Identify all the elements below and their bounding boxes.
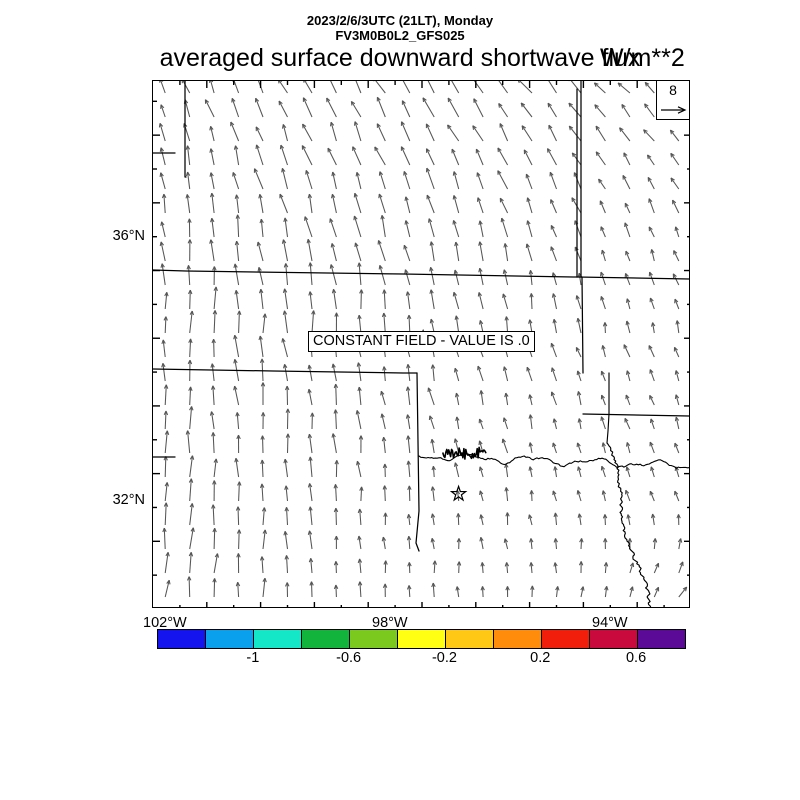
vector-key-value: 8	[669, 82, 677, 98]
colorbar-swatch	[158, 630, 206, 648]
colorbar-swatch	[398, 630, 446, 648]
page-title: averaged surface downward shortwave flux	[159, 44, 641, 72]
colorbar-swatch	[638, 630, 685, 648]
colorbar-swatch	[446, 630, 494, 648]
colorbar-tick-label: -0.6	[336, 650, 362, 666]
colorbar-tick-label: -1	[246, 650, 260, 666]
map-plot-area[interactable]: CONSTANT FIELD - VALUE IS .0	[152, 80, 690, 608]
title-model-name: FV3M0B0L2_GFS025	[335, 28, 465, 43]
colorbar-swatch	[590, 630, 638, 648]
lat-label-32n: 32°N	[112, 492, 145, 508]
red-river-boundary	[418, 446, 689, 469]
title-units-label: W/m**2	[600, 44, 685, 72]
lon-label-102w: 102°W	[143, 615, 187, 631]
state-boundaries	[153, 81, 689, 552]
colorbar-tick-labels: -1 -0.6 -0.2 0.2 0.6	[157, 650, 684, 670]
lon-label-98w: 98°W	[372, 615, 408, 631]
colorbar-tick-label: 0.2	[530, 650, 551, 666]
texas-east-boundary	[606, 372, 652, 607]
colorbar-swatch	[206, 630, 254, 648]
title-timestamp: 2023/2/6/3UTC (21LT), Monday	[306, 13, 494, 28]
colorbar[interactable]	[157, 629, 686, 649]
constant-field-banner: CONSTANT FIELD - VALUE IS .0	[308, 331, 535, 352]
colorbar-tick-label: 0.6	[625, 650, 647, 666]
colorbar-swatch	[542, 630, 590, 648]
lat-label-36n: 36°N	[112, 228, 145, 244]
lon-label-94w: 94°W	[592, 615, 628, 631]
map-vector-layer	[153, 81, 689, 607]
colorbar-swatch	[350, 630, 398, 648]
colorbar-tick-label: -0.2	[431, 650, 457, 666]
colorbar-swatch	[494, 630, 542, 648]
star-icon	[449, 484, 468, 502]
right-arrow-icon	[661, 106, 687, 114]
colorbar-swatch	[302, 630, 350, 648]
vector-reference-key: 8	[656, 80, 690, 120]
wind-vector-field	[158, 81, 688, 598]
colorbar-swatch	[254, 630, 302, 648]
